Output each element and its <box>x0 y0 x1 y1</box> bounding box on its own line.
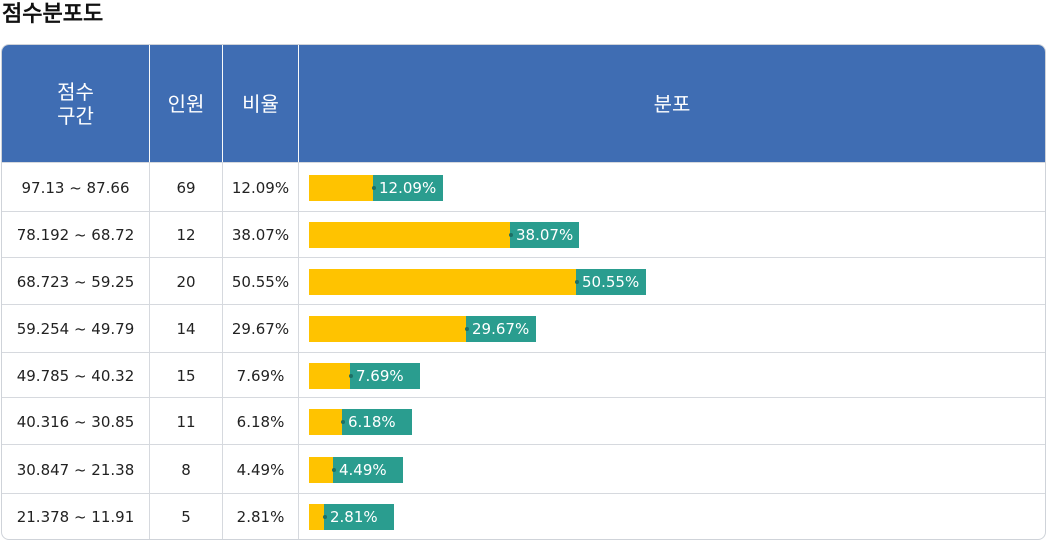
ratio-cell: 7.69% <box>236 366 285 385</box>
column-divider <box>222 45 223 539</box>
header-divider <box>222 45 223 162</box>
ratio-cell: 4.49% <box>236 460 285 479</box>
bar-yellow-segment <box>309 409 342 435</box>
header-distribution: 분포 <box>653 91 691 116</box>
ratio-cell: 6.18% <box>236 412 285 431</box>
count-cell: 15 <box>176 366 196 385</box>
table-row: 49.785 ~ 40.32 15 7.69% 7.69% <box>2 352 1045 398</box>
count-cell: 20 <box>176 272 196 291</box>
column-divider <box>149 45 150 539</box>
bar-yellow-segment <box>309 269 576 295</box>
bar-value-label: 38.07% <box>509 222 579 248</box>
header-count: 인원 <box>167 91 205 116</box>
table-row: 78.192 ~ 68.72 12 38.07% 38.07% <box>2 211 1045 258</box>
bar-yellow-segment <box>309 175 373 201</box>
bar-value-label: 7.69% <box>349 363 420 389</box>
header-divider <box>149 45 150 162</box>
header-score-range-line2: 구간 <box>57 103 94 128</box>
header-ratio: 비율 <box>242 91 279 116</box>
bar-yellow-segment <box>309 316 466 342</box>
count-cell: 8 <box>181 460 191 479</box>
bar-yellow-segment <box>309 363 350 389</box>
score-range-cell: 21.378 ~ 11.91 <box>16 508 135 526</box>
table-row: 97.13 ~ 87.66 69 12.09% 12.09% <box>2 162 1045 212</box>
count-cell: 12 <box>176 226 196 244</box>
bar-value-label: 6.18% <box>341 409 412 435</box>
header-score-range: 점수 구간 <box>2 45 149 162</box>
table-row: 59.254 ~ 49.79 14 29.67% 29.67% <box>2 304 1045 353</box>
score-range-cell: 97.13 ~ 87.66 <box>21 178 130 197</box>
table-row: 21.378 ~ 11.91 5 2.81% 2.81% <box>2 493 1045 539</box>
header-divider <box>298 45 299 162</box>
bar-yellow-segment <box>309 457 333 483</box>
ratio-cell: 12.09% <box>231 178 290 197</box>
table-row: 40.316 ~ 30.85 11 6.18% 6.18% <box>2 397 1045 445</box>
bar-value-label: 4.49% <box>332 457 403 483</box>
ratio-cell: 38.07% <box>231 226 290 244</box>
bar-value-label: 29.67% <box>465 316 536 342</box>
count-cell: 69 <box>176 178 196 197</box>
header-score-range-line1: 점수 <box>57 79 94 104</box>
bar-value-label: 50.55% <box>575 269 646 295</box>
table-header: 점수 구간 인원 비율 분포 <box>2 45 1045 162</box>
score-range-cell: 40.316 ~ 30.85 <box>16 412 135 431</box>
ratio-cell: 2.81% <box>236 508 285 526</box>
score-range-cell: 30.847 ~ 21.38 <box>16 460 135 479</box>
score-range-cell: 78.192 ~ 68.72 <box>16 226 135 244</box>
page-title: 점수분포도 <box>2 2 104 27</box>
score-distribution-table: 점수 구간 인원 비율 분포 97.13 ~ 87.66 69 12.09% 12.0… <box>1 44 1046 540</box>
bar-value-label: 2.81% <box>323 504 394 530</box>
bar-yellow-segment <box>309 222 510 248</box>
ratio-cell: 29.67% <box>231 320 290 338</box>
count-cell: 11 <box>176 412 196 431</box>
score-range-cell: 49.785 ~ 40.32 <box>16 366 135 385</box>
column-divider <box>298 45 299 539</box>
count-cell: 14 <box>176 320 196 338</box>
bar-value-label: 12.09% <box>372 175 443 201</box>
score-range-cell: 68.723 ~ 59.25 <box>16 272 135 291</box>
table-row: 68.723 ~ 59.25 20 50.55% 50.55% <box>2 257 1045 305</box>
score-range-cell: 59.254 ~ 49.79 <box>16 320 135 338</box>
count-cell: 5 <box>181 508 191 526</box>
bar-yellow-segment <box>309 504 324 530</box>
ratio-cell: 50.55% <box>231 272 290 291</box>
table-row: 30.847 ~ 21.38 8 4.49% 4.49% <box>2 444 1045 494</box>
